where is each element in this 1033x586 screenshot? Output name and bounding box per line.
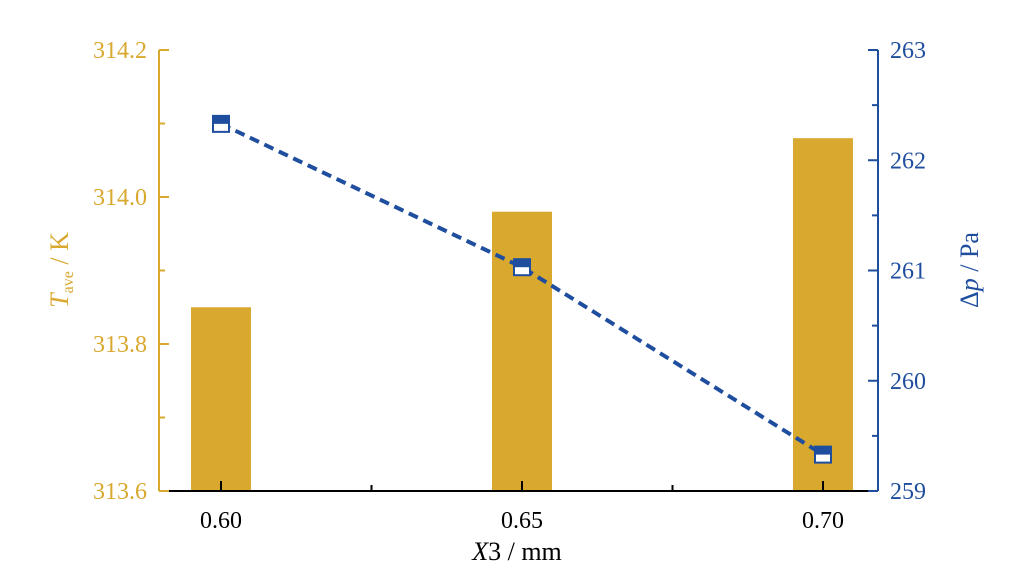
x-tick-label: 0.60 <box>200 508 242 534</box>
line-marker <box>513 258 531 277</box>
left-tick-label: 313.8 <box>93 332 147 358</box>
line-marker <box>212 114 230 133</box>
right-tick-label: 260 <box>890 369 926 395</box>
line-series <box>212 114 832 464</box>
bar <box>492 211 552 491</box>
bar <box>191 307 251 491</box>
bar <box>793 138 853 491</box>
line-path <box>220 122 825 457</box>
right-tick-label: 259 <box>890 479 926 505</box>
bar-series <box>191 138 853 491</box>
x-tick-label: 0.70 <box>802 508 844 534</box>
right-tick-label: 263 <box>890 38 926 64</box>
right-tick-label: 262 <box>890 148 926 174</box>
left-axis-title: Tave / K <box>45 232 77 308</box>
left-tick-label: 314.0 <box>93 185 147 211</box>
left-tick-label: 314.2 <box>93 38 147 64</box>
axes: 313.6 313.8 314.0 314.2 259 260 261 262 263 0.60 0… <box>93 38 926 534</box>
x-axis-title: X3 / mm <box>471 537 562 566</box>
marker-fill <box>514 259 530 268</box>
marker-fill <box>213 115 229 124</box>
right-tick-label: 261 <box>890 259 926 285</box>
marker-fill <box>815 446 831 455</box>
left-tick-label: 313.6 <box>93 479 147 505</box>
x-tick-label: 0.65 <box>501 508 543 534</box>
line-marker <box>814 445 832 464</box>
right-axis-title: Δp / Pa <box>955 232 984 308</box>
